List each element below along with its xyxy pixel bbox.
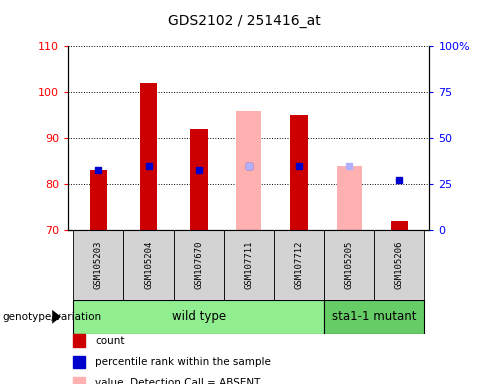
- Text: wild type: wild type: [172, 310, 226, 323]
- Bar: [90, 170, 107, 230]
- Bar: [73, 300, 324, 334]
- Bar: [224, 230, 274, 300]
- Bar: [123, 230, 174, 300]
- Bar: [337, 166, 362, 230]
- Text: GSM105205: GSM105205: [345, 241, 354, 289]
- Text: GSM107670: GSM107670: [194, 241, 203, 289]
- Bar: [374, 230, 425, 300]
- Text: percentile rank within the sample: percentile rank within the sample: [95, 357, 271, 367]
- Bar: [140, 83, 157, 230]
- Bar: [174, 230, 224, 300]
- Bar: [190, 129, 207, 230]
- Bar: [73, 230, 123, 300]
- Bar: [290, 115, 308, 230]
- Text: GSM105204: GSM105204: [144, 241, 153, 289]
- Bar: [324, 230, 374, 300]
- Text: GSM105206: GSM105206: [395, 241, 404, 289]
- Bar: [390, 221, 408, 230]
- Text: genotype/variation: genotype/variation: [2, 312, 102, 322]
- Text: GSM107711: GSM107711: [244, 241, 253, 289]
- Text: sta1-1 mutant: sta1-1 mutant: [332, 310, 417, 323]
- Text: GSM107712: GSM107712: [295, 241, 304, 289]
- Text: count: count: [95, 336, 124, 346]
- Text: GDS2102 / 251416_at: GDS2102 / 251416_at: [167, 14, 321, 28]
- Text: GSM105203: GSM105203: [94, 241, 103, 289]
- Bar: [236, 111, 262, 230]
- Bar: [324, 300, 425, 334]
- Text: value, Detection Call = ABSENT: value, Detection Call = ABSENT: [95, 378, 261, 384]
- Bar: [274, 230, 324, 300]
